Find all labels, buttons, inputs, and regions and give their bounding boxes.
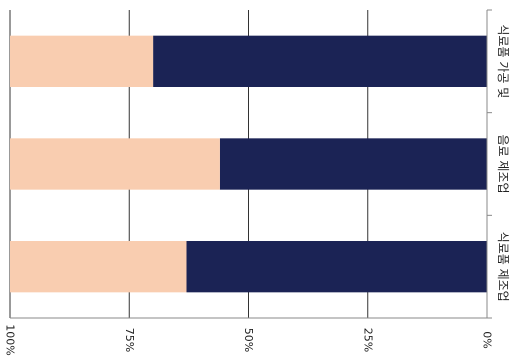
bar-segment-1-0 bbox=[219, 138, 487, 190]
tick-label-4: 100% bbox=[4, 324, 17, 355]
bars bbox=[10, 35, 488, 293]
tick-label-0: 0% bbox=[481, 331, 494, 348]
bar-segment-2-0 bbox=[186, 241, 488, 293]
bar-segment-1-1 bbox=[10, 138, 220, 190]
category-label-0: 식료품 가공 및 bbox=[496, 24, 510, 98]
axes bbox=[10, 9, 492, 319]
tick-label-1: 25% bbox=[361, 328, 374, 352]
bar-segment-0-0 bbox=[153, 35, 487, 87]
tick-label-3: 75% bbox=[123, 328, 136, 352]
category-label-1: 음료 제조업 bbox=[496, 134, 510, 193]
tick-label-2: 50% bbox=[242, 328, 255, 352]
bar-segment-2-1 bbox=[10, 241, 187, 293]
bar-segment-0-1 bbox=[10, 35, 154, 87]
category-label-2: 식료품 제조업 bbox=[496, 232, 510, 302]
